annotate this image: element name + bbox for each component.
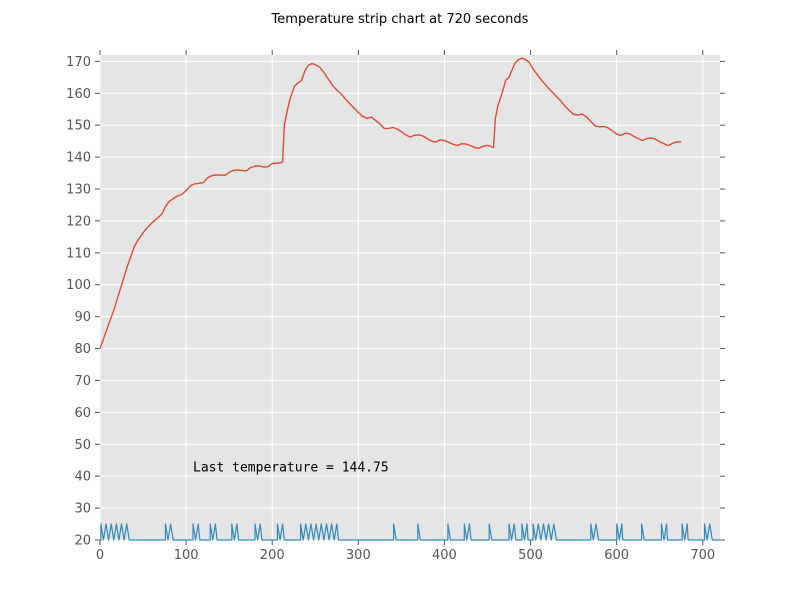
- y-tick-label: 80: [74, 342, 91, 357]
- y-tick-label: 90: [74, 310, 91, 325]
- y-tick-label: 30: [74, 502, 91, 517]
- x-tick-label: 0: [96, 548, 104, 563]
- y-tick-label: 70: [74, 374, 91, 389]
- x-axis-tick-labels: 0 100 200 300 400 500 600 700: [96, 548, 715, 563]
- y-tick-label: 170: [66, 55, 91, 70]
- chart-title: Temperature strip chart at 720 seconds: [271, 12, 529, 27]
- y-tick-label: 160: [66, 87, 91, 102]
- y-tick-label: 60: [74, 406, 91, 421]
- y-tick-label: 40: [74, 470, 91, 485]
- heater-series-line: [100, 523, 720, 541]
- y-tick-label: 20: [74, 534, 91, 549]
- y-tick-label: 50: [74, 438, 91, 453]
- x-tick-label: 100: [174, 548, 199, 563]
- y-axis-tick-labels: 20 30 40 50 60 70 80 90 100 110 120 130 140 150 160 170: [66, 55, 91, 549]
- y-tick-label: 120: [66, 214, 91, 229]
- axis-ticks: [95, 50, 725, 545]
- x-tick-label: 400: [432, 548, 457, 563]
- y-tick-label: 110: [66, 246, 91, 261]
- x-tick-label: 600: [604, 548, 629, 563]
- x-tick-label: 300: [346, 548, 371, 563]
- x-tick-label: 200: [260, 548, 285, 563]
- last-temperature-annotation: Last temperature = 144.75: [193, 461, 389, 476]
- y-tick-label: 140: [66, 151, 91, 166]
- series-layer: [99, 57, 720, 541]
- y-tick-label: 100: [66, 278, 91, 293]
- temperature-series-line: [99, 57, 682, 349]
- y-tick-label: 150: [66, 119, 91, 134]
- x-tick-label: 700: [690, 548, 715, 563]
- y-tick-label: 130: [66, 183, 91, 198]
- x-tick-label: 500: [518, 548, 543, 563]
